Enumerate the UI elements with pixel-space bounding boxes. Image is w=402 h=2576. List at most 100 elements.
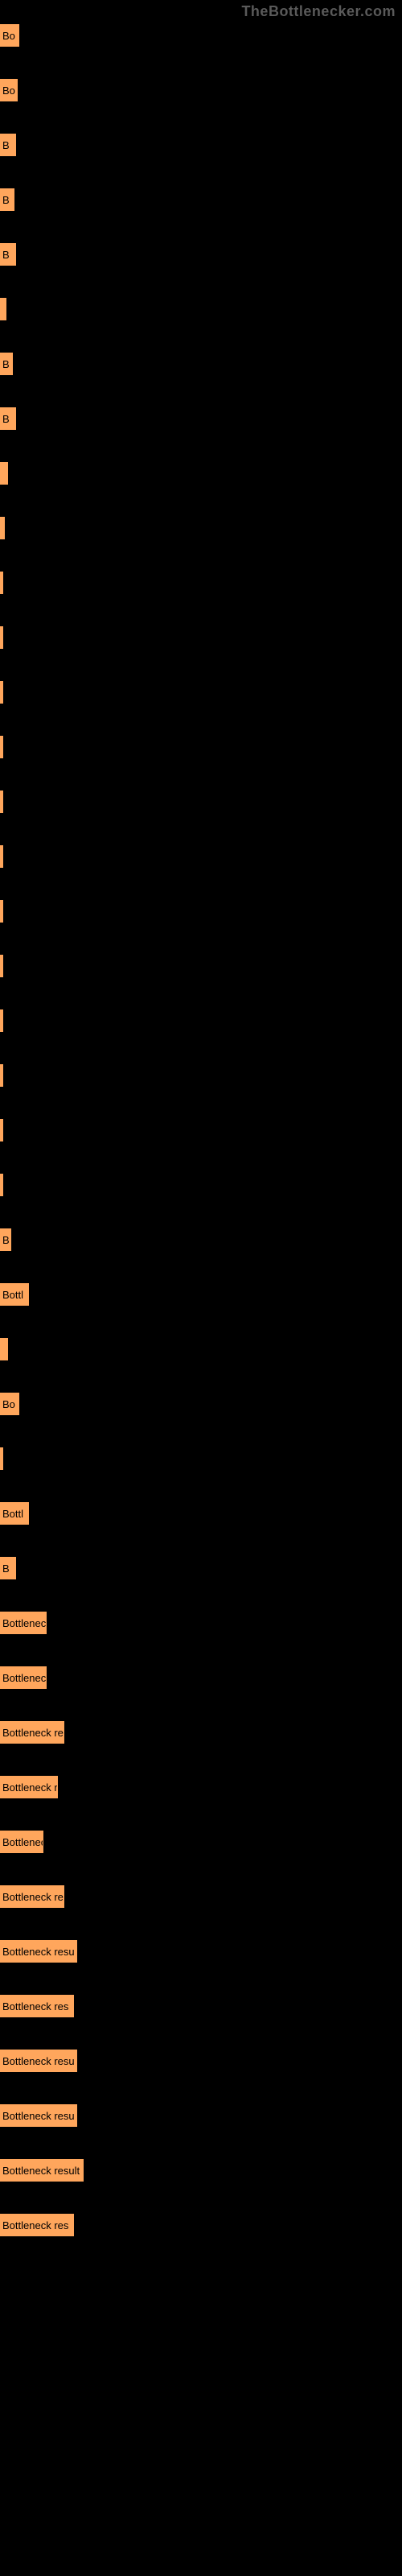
bar-label: Bo bbox=[2, 1398, 15, 1410]
chart-row: Bottleneck resu bbox=[0, 2104, 402, 2127]
chart-bar: Bottleneck bbox=[0, 1612, 47, 1634]
chart-bar bbox=[0, 626, 3, 649]
chart-bar bbox=[0, 1009, 3, 1032]
chart-row bbox=[0, 462, 402, 485]
bar-label: B bbox=[2, 1234, 10, 1246]
bar-label: Bottleneck res bbox=[2, 2219, 68, 2231]
bar-label: Bottl bbox=[2, 1289, 23, 1301]
chart-row bbox=[0, 736, 402, 758]
chart-bar bbox=[0, 1447, 3, 1470]
chart-bar bbox=[0, 1064, 3, 1087]
chart-row: B bbox=[0, 134, 402, 156]
chart-bar bbox=[0, 1174, 3, 1196]
chart-row: Bottleneck re bbox=[0, 1885, 402, 1908]
chart-bar: Bo bbox=[0, 79, 18, 101]
chart-row bbox=[0, 900, 402, 923]
bar-label: B bbox=[2, 413, 10, 425]
chart-bar: Bottleneck bbox=[0, 1666, 47, 1689]
bar-label: Bottleneck resu bbox=[2, 2110, 75, 2122]
chart-row: Bottl bbox=[0, 1502, 402, 1525]
bar-label: B bbox=[2, 194, 10, 206]
chart-bar: Bottleneck resu bbox=[0, 2104, 77, 2127]
chart-bar: Bottleneck result bbox=[0, 2159, 84, 2182]
chart-bar bbox=[0, 845, 3, 868]
chart-bar: B bbox=[0, 1557, 16, 1579]
chart-bar: Bottleneck r bbox=[0, 1776, 58, 1798]
bar-label: Bo bbox=[2, 30, 15, 42]
chart-row bbox=[0, 626, 402, 649]
chart-row: B bbox=[0, 407, 402, 430]
chart-bar: Bo bbox=[0, 24, 19, 47]
chart-bar: B bbox=[0, 243, 16, 266]
chart-row bbox=[0, 791, 402, 813]
chart-bar bbox=[0, 517, 5, 539]
bar-label: Bottlenec bbox=[2, 1836, 43, 1848]
chart-bar bbox=[0, 791, 3, 813]
bar-label: Bottleneck re bbox=[2, 1891, 64, 1903]
bar-label: Bottl bbox=[2, 1508, 23, 1520]
chart-row bbox=[0, 1064, 402, 1087]
chart-row: Bo bbox=[0, 1393, 402, 1415]
chart-row: B bbox=[0, 353, 402, 375]
chart-bar bbox=[0, 900, 3, 923]
chart-bar bbox=[0, 1338, 8, 1360]
bar-label: Bottleneck resu bbox=[2, 1946, 75, 1958]
chart-bar: Bottl bbox=[0, 1283, 29, 1306]
chart-row bbox=[0, 1119, 402, 1141]
chart-bar bbox=[0, 681, 3, 704]
chart-row: B bbox=[0, 243, 402, 266]
bar-label: Bottleneck res bbox=[2, 2000, 68, 2013]
chart-bar: Bottleneck re bbox=[0, 1721, 64, 1744]
chart-bar bbox=[0, 572, 3, 594]
chart-bar: B bbox=[0, 353, 13, 375]
chart-row bbox=[0, 845, 402, 868]
chart-row bbox=[0, 681, 402, 704]
bar-label: Bo bbox=[2, 85, 15, 97]
bottleneck-bar-chart: Bo Bo B B B B B B Bottl Bo Bottl B Bottleneck Bottlen… bbox=[0, 0, 402, 2236]
chart-row: Bottleneck res bbox=[0, 1995, 402, 2017]
chart-bar: B bbox=[0, 407, 16, 430]
chart-row: Bottleneck bbox=[0, 1666, 402, 1689]
chart-bar: Bottleneck resu bbox=[0, 1940, 77, 1963]
chart-bar: B bbox=[0, 188, 14, 211]
chart-row bbox=[0, 1174, 402, 1196]
chart-row: Bottleneck res bbox=[0, 2214, 402, 2236]
chart-row: B bbox=[0, 1228, 402, 1251]
chart-row bbox=[0, 298, 402, 320]
bar-label: Bottleneck result bbox=[2, 2165, 80, 2177]
chart-row: Bo bbox=[0, 24, 402, 47]
chart-row bbox=[0, 517, 402, 539]
chart-row bbox=[0, 1338, 402, 1360]
chart-row: Bottleneck resu bbox=[0, 2050, 402, 2072]
bar-label: B bbox=[2, 358, 10, 370]
chart-bar: Bo bbox=[0, 1393, 19, 1415]
chart-bar bbox=[0, 736, 3, 758]
bar-label: Bottleneck r bbox=[2, 1781, 58, 1794]
watermark-text: TheBottlenecker.com bbox=[241, 3, 396, 20]
chart-bar bbox=[0, 298, 6, 320]
chart-bar: B bbox=[0, 1228, 11, 1251]
chart-row: B bbox=[0, 1557, 402, 1579]
chart-row: Bottlenec bbox=[0, 1831, 402, 1853]
chart-row: Bottleneck result bbox=[0, 2159, 402, 2182]
bar-label: Bottleneck re bbox=[2, 1727, 64, 1739]
bar-label: B bbox=[2, 1563, 10, 1575]
chart-row bbox=[0, 1009, 402, 1032]
chart-row bbox=[0, 572, 402, 594]
chart-row: B bbox=[0, 188, 402, 211]
bar-label: B bbox=[2, 139, 10, 151]
bar-label: Bottleneck bbox=[2, 1672, 47, 1684]
chart-row: Bo bbox=[0, 79, 402, 101]
chart-bar: B bbox=[0, 134, 16, 156]
bar-label: Bottleneck bbox=[2, 1617, 47, 1629]
chart-row: Bottleneck resu bbox=[0, 1940, 402, 1963]
chart-row: Bottleneck bbox=[0, 1612, 402, 1634]
chart-bar bbox=[0, 462, 8, 485]
chart-bar: Bottleneck res bbox=[0, 1995, 74, 2017]
chart-bar bbox=[0, 955, 3, 977]
chart-bar: Bottleneck res bbox=[0, 2214, 74, 2236]
chart-row: Bottleneck re bbox=[0, 1721, 402, 1744]
chart-row bbox=[0, 1447, 402, 1470]
chart-row: Bottl bbox=[0, 1283, 402, 1306]
bar-label: Bottleneck resu bbox=[2, 2055, 75, 2067]
